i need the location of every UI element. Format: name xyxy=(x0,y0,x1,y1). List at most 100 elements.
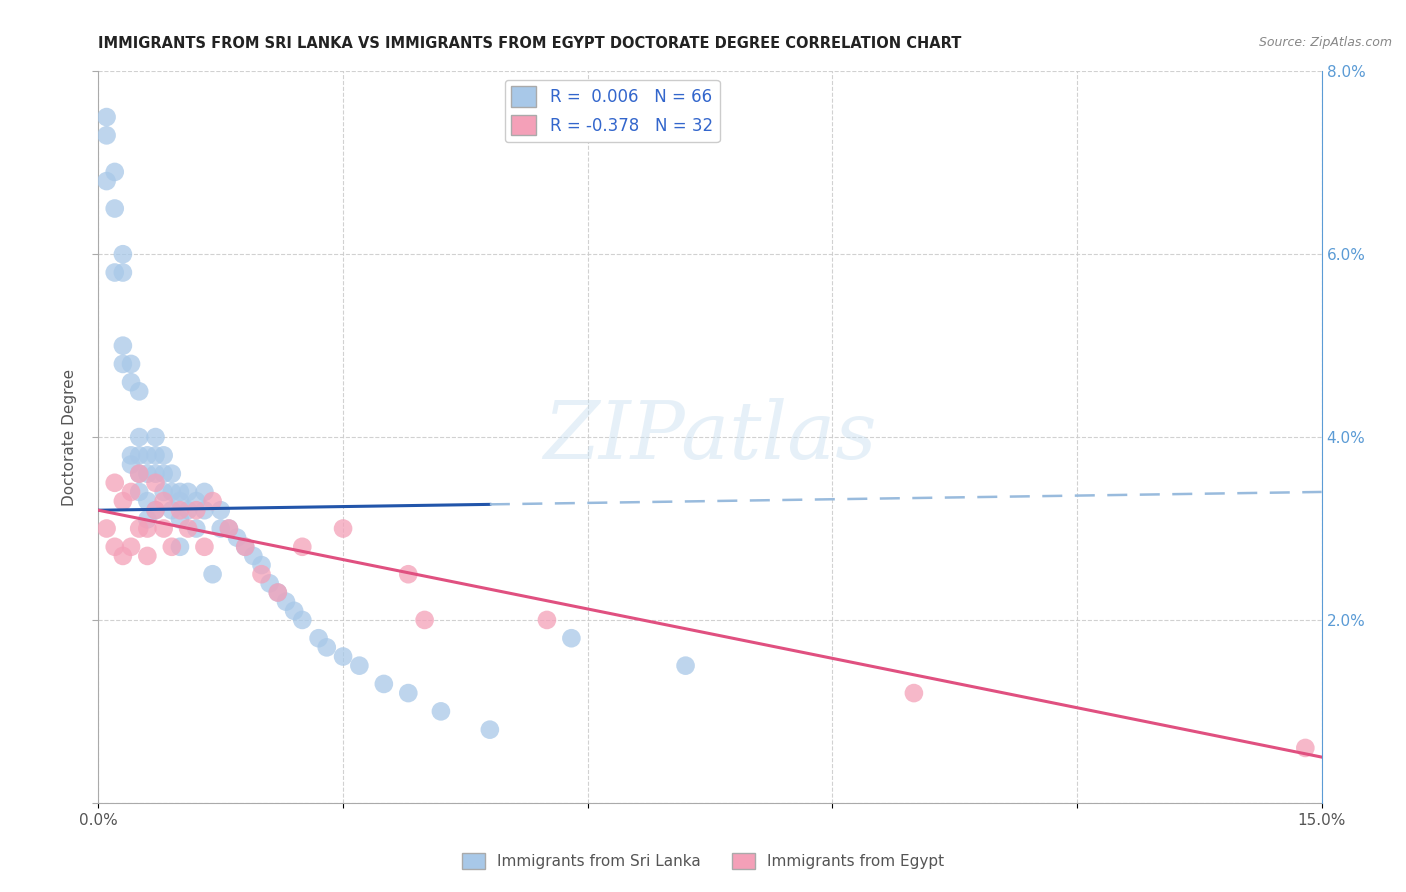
Point xyxy=(209,521,232,535)
Point xyxy=(250,567,273,582)
Point xyxy=(145,467,167,481)
Point xyxy=(373,677,395,691)
Point xyxy=(169,503,191,517)
Point xyxy=(160,503,183,517)
Point xyxy=(104,266,127,280)
Point xyxy=(193,540,215,554)
Point xyxy=(145,475,167,490)
Point xyxy=(96,521,118,535)
Point xyxy=(145,430,167,444)
Point xyxy=(104,165,127,179)
Point xyxy=(218,521,240,535)
Point xyxy=(128,485,150,500)
Point xyxy=(136,512,159,526)
Point xyxy=(193,503,215,517)
Point xyxy=(274,594,297,608)
Point xyxy=(128,521,150,535)
Point xyxy=(145,503,167,517)
Point xyxy=(283,604,305,618)
Legend: Immigrants from Sri Lanka, Immigrants from Egypt: Immigrants from Sri Lanka, Immigrants fr… xyxy=(456,847,950,875)
Point xyxy=(96,174,118,188)
Point xyxy=(136,494,159,508)
Point xyxy=(233,540,256,554)
Point xyxy=(160,467,183,481)
Point xyxy=(145,503,167,517)
Point xyxy=(111,247,134,261)
Point xyxy=(111,357,134,371)
Point xyxy=(128,467,150,481)
Point xyxy=(201,567,224,582)
Point xyxy=(96,128,118,143)
Point xyxy=(136,521,159,535)
Point xyxy=(128,449,150,463)
Point xyxy=(111,549,134,563)
Text: ZIPatlas: ZIPatlas xyxy=(543,399,877,475)
Point xyxy=(267,585,290,599)
Point xyxy=(111,494,134,508)
Point xyxy=(136,449,159,463)
Point xyxy=(111,338,134,352)
Point xyxy=(349,658,371,673)
Point xyxy=(152,467,174,481)
Point xyxy=(250,558,273,573)
Point xyxy=(160,485,183,500)
Point xyxy=(226,531,249,545)
Point xyxy=(177,485,200,500)
Point xyxy=(560,632,582,646)
Point xyxy=(177,521,200,535)
Legend: R =  0.006   N = 66, R = -0.378   N = 32: R = 0.006 N = 66, R = -0.378 N = 32 xyxy=(505,79,720,142)
Point xyxy=(120,376,142,390)
Point xyxy=(291,540,314,554)
Point xyxy=(201,494,224,508)
Point xyxy=(177,503,200,517)
Point xyxy=(128,384,150,399)
Point xyxy=(267,585,290,599)
Point xyxy=(104,540,127,554)
Point xyxy=(145,449,167,463)
Point xyxy=(218,521,240,535)
Point xyxy=(193,485,215,500)
Point xyxy=(186,521,208,535)
Point xyxy=(430,705,453,719)
Point xyxy=(675,658,697,673)
Point xyxy=(169,540,191,554)
Point xyxy=(169,485,191,500)
Point xyxy=(120,540,142,554)
Point xyxy=(152,494,174,508)
Text: Source: ZipAtlas.com: Source: ZipAtlas.com xyxy=(1258,36,1392,49)
Y-axis label: Doctorate Degree: Doctorate Degree xyxy=(62,368,77,506)
Point xyxy=(308,632,330,646)
Point xyxy=(396,567,419,582)
Point xyxy=(104,202,127,216)
Point xyxy=(120,357,142,371)
Point xyxy=(136,549,159,563)
Point xyxy=(186,494,208,508)
Point xyxy=(332,649,354,664)
Point xyxy=(136,467,159,481)
Point xyxy=(152,521,174,535)
Point xyxy=(128,430,150,444)
Point xyxy=(903,686,925,700)
Point xyxy=(259,576,281,591)
Point xyxy=(209,503,232,517)
Point xyxy=(413,613,436,627)
Point xyxy=(128,467,150,481)
Point xyxy=(233,540,256,554)
Point xyxy=(120,449,142,463)
Point xyxy=(478,723,501,737)
Point xyxy=(160,540,183,554)
Point xyxy=(242,549,264,563)
Point xyxy=(120,485,142,500)
Point xyxy=(396,686,419,700)
Point xyxy=(1294,740,1316,755)
Text: IMMIGRANTS FROM SRI LANKA VS IMMIGRANTS FROM EGYPT DOCTORATE DEGREE CORRELATION : IMMIGRANTS FROM SRI LANKA VS IMMIGRANTS … xyxy=(98,36,962,51)
Point xyxy=(186,503,208,517)
Point xyxy=(152,485,174,500)
Point xyxy=(332,521,354,535)
Point xyxy=(315,640,337,655)
Point xyxy=(96,110,118,124)
Point xyxy=(536,613,558,627)
Point xyxy=(111,266,134,280)
Point xyxy=(291,613,314,627)
Point xyxy=(152,449,174,463)
